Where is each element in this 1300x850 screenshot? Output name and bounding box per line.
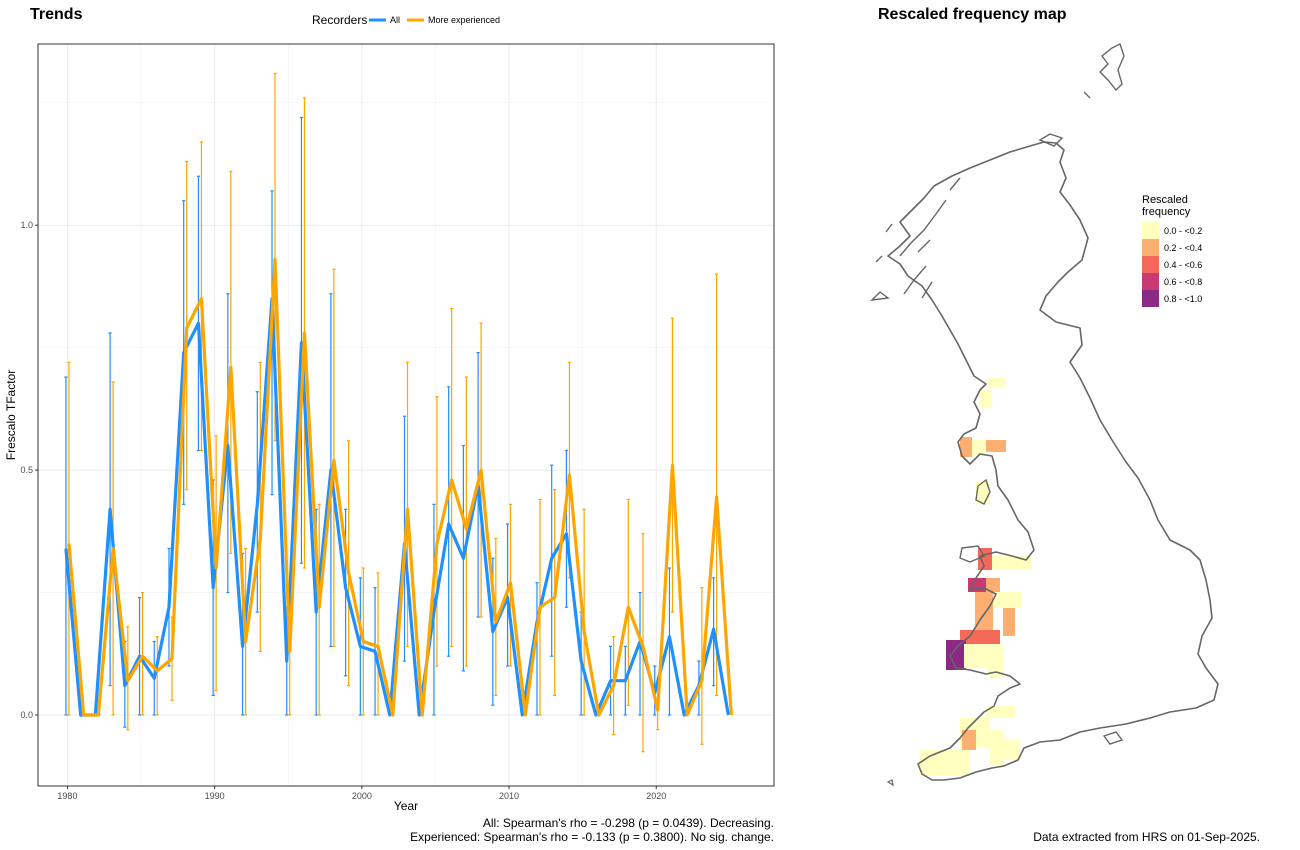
map-title: Rescaled frequency map xyxy=(878,6,1067,23)
x-tick-label: 1980 xyxy=(57,791,77,801)
gb-outline xyxy=(887,141,1219,781)
plot-border xyxy=(37,43,775,787)
series-lines xyxy=(64,257,733,717)
series-line-more-experienced xyxy=(67,257,733,717)
y-tick-label: 1.0 xyxy=(20,220,33,230)
map-legend-label-4: 0.8 - <1.0 xyxy=(1164,294,1202,304)
map-legend-swatch-1 xyxy=(1142,239,1159,256)
error-bar xyxy=(638,591,642,716)
stats-caption-all: All: Spearman's rho = -0.298 (p = 0.0439… xyxy=(483,816,774,830)
uk-map xyxy=(870,43,1219,787)
series-line-all xyxy=(64,297,730,717)
x-tick-label: 1990 xyxy=(205,791,225,801)
x-tick-label: 2010 xyxy=(499,791,519,801)
error-bar xyxy=(405,361,410,648)
northern-isles-outline xyxy=(1038,43,1125,147)
plot-area: 1980 1990 2000 2010 2020 0.0 0.5 1.0 xyxy=(20,43,775,801)
error-bar xyxy=(450,307,454,648)
x-axis-title: Year xyxy=(394,799,418,813)
map-legend-swatch-2 xyxy=(1142,256,1159,273)
y-axis-title: Frescalo TFactor xyxy=(4,370,18,460)
map-legend-swatch-4 xyxy=(1142,290,1159,307)
error-bar xyxy=(535,582,539,716)
error-bar xyxy=(258,361,262,652)
map-legend-label-3: 0.6 - <0.8 xyxy=(1164,277,1202,287)
error-bar xyxy=(67,361,71,716)
map-legend-swatch-0 xyxy=(1142,222,1159,239)
error-bar xyxy=(299,116,304,564)
x-tick-label: 2000 xyxy=(352,791,372,801)
map-legend-swatch-3 xyxy=(1142,273,1159,290)
error-bar xyxy=(435,396,439,667)
legend-label-experienced: More experienced xyxy=(428,15,500,25)
error-bar xyxy=(332,268,336,648)
error-bar xyxy=(715,273,719,696)
map-legend-title-line2: frequency xyxy=(1142,206,1191,218)
error-bar xyxy=(317,503,321,716)
grid xyxy=(38,44,774,786)
map-legend: Rescaled frequency 0.0 - <0.2 0.2 - <0.4… xyxy=(1142,194,1202,307)
y-tick-label: 0.5 xyxy=(20,465,33,475)
isle-of-wight-outline xyxy=(1102,731,1124,745)
error-bar xyxy=(464,376,468,667)
y-axis-ticks: 0.0 0.5 1.0 xyxy=(20,220,38,720)
anglesey-outline xyxy=(959,545,986,563)
map-legend-label-0: 0.0 - <0.2 xyxy=(1164,226,1202,236)
x-axis-ticks: 1980 1990 2000 2010 2020 xyxy=(57,786,666,801)
trends-title: Trends xyxy=(30,6,83,23)
y-tick-label: 0.0 xyxy=(20,710,33,720)
stats-caption-experienced: Experienced: Spearman's rho = -0.133 (p … xyxy=(410,830,774,844)
error-bar xyxy=(140,591,145,716)
hebrides-outline xyxy=(870,177,961,301)
legend-label-all: All xyxy=(390,15,400,25)
legend-title: Recorders xyxy=(312,13,367,27)
scilly-outline xyxy=(886,779,894,787)
trend-legend: Recorders All More experienced xyxy=(312,13,500,27)
error-bar xyxy=(582,508,586,716)
error-bar xyxy=(226,293,230,594)
error-bar xyxy=(376,572,380,716)
error-bar xyxy=(196,175,201,452)
x-tick-label: 2020 xyxy=(646,791,666,801)
data-source-caption: Data extracted from HRS on 01-Sep-2025. xyxy=(1033,830,1260,844)
map-legend-title-line1: Rescaled xyxy=(1142,194,1188,206)
error-bar xyxy=(564,449,569,608)
error-bar xyxy=(64,376,68,716)
map-legend-label-1: 0.2 - <0.4 xyxy=(1164,243,1202,253)
map-legend-label-2: 0.4 - <0.6 xyxy=(1164,260,1202,270)
isle-of-man-outline xyxy=(975,478,991,505)
error-bar xyxy=(447,386,451,657)
error-bar xyxy=(155,636,159,716)
map-cells xyxy=(920,378,1032,776)
